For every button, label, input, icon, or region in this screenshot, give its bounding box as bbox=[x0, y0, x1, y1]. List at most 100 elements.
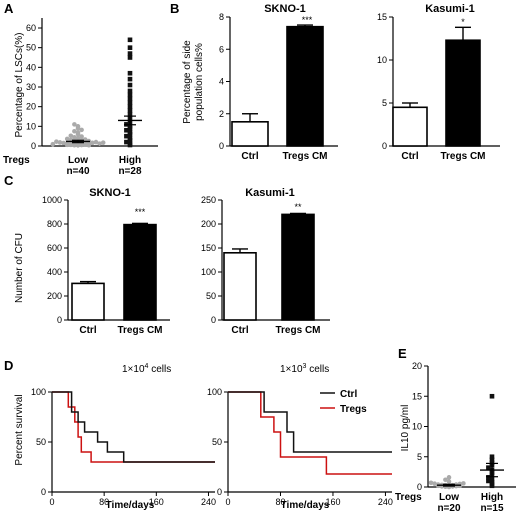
panel-e-point-0-14 bbox=[432, 481, 437, 486]
panel-a-row-label: Tregs bbox=[3, 155, 30, 166]
panel-b-chart1-bar-1 bbox=[286, 25, 324, 147]
panel-a-point-1-4 bbox=[127, 135, 133, 141]
panel-d-chart2-note: 1×103 cells bbox=[280, 363, 329, 375]
panel-c-chart1-title: SKNO-1 bbox=[89, 187, 131, 199]
panel-a-point-0-32 bbox=[75, 124, 81, 129]
panel-c-chart2-sig: ** bbox=[294, 202, 302, 212]
panel-a-scatter: Percentage of LSCs(%) 0 10 20 30 40 50 60 Treg… bbox=[3, 18, 158, 177]
panel-d-chart1-ytick-label-0: 0 bbox=[41, 487, 46, 497]
panel-a-point-0-22 bbox=[64, 136, 70, 142]
panel-a-ytick-label-6: 60 bbox=[26, 23, 36, 33]
panel-b-chart2-ytick-label-2: 10 bbox=[377, 55, 387, 65]
panel-a-point-0-29 bbox=[72, 128, 77, 134]
panel-e-group-high-label: High bbox=[481, 492, 503, 503]
panel-b-chart1-ytick-label-1: 2 bbox=[219, 109, 224, 119]
panel-e-row-label: Tregs bbox=[395, 492, 422, 503]
panel-e-point-1-3 bbox=[486, 478, 491, 484]
panel-b-chart2-sig: * bbox=[461, 17, 465, 27]
panel-d-chart2-ytick-label-1: 50 bbox=[212, 437, 222, 447]
panel-e-point-1-14 bbox=[489, 393, 495, 399]
panel-a-ytick-label-0: 0 bbox=[31, 141, 36, 151]
panel-a-ytick-label-3: 30 bbox=[26, 82, 36, 92]
panel-d-chart1-ytick-label-1: 50 bbox=[36, 437, 46, 447]
panel-a-point-0-35 bbox=[50, 141, 56, 147]
panel-b-chart2-ytick-label-3: 15 bbox=[377, 12, 387, 22]
panel-a-point-0-14 bbox=[57, 140, 63, 145]
panel-letter-e: E bbox=[398, 346, 407, 361]
panel-a-point-1-18 bbox=[127, 96, 133, 102]
panel-a-point-1-7 bbox=[127, 129, 133, 135]
panel-letter-c: C bbox=[4, 173, 14, 188]
panel-c-chart1-ytick-label-4: 800 bbox=[47, 219, 62, 229]
panel-c-chart2-ytick-label-2: 100 bbox=[201, 267, 216, 277]
panel-b-chart1-ytick-label-2: 4 bbox=[219, 77, 224, 87]
panel-e-point-1-13 bbox=[489, 454, 495, 460]
panel-a-point-1-24 bbox=[127, 55, 133, 60]
panel-b-chart1-title: SKNO-1 bbox=[264, 3, 306, 15]
panel-b-chart2-ytick-label-0: 0 bbox=[382, 141, 387, 151]
panel-a-point-0-9 bbox=[82, 141, 88, 146]
panel-e-point-0-16 bbox=[428, 480, 434, 486]
panel-d-ylabel: Percent survival bbox=[14, 394, 25, 465]
panel-b-chart2-bar-0 bbox=[392, 106, 428, 147]
panel-d-chart2-ytick-label-2: 100 bbox=[207, 387, 222, 397]
panel-a-point-0-21 bbox=[82, 137, 88, 142]
panel-b-bars: Percentage of side population cells% SKN… bbox=[182, 3, 500, 162]
panel-d-chart1-xtick-label-3: 240 bbox=[201, 497, 216, 507]
panel-a-point-0-15 bbox=[93, 139, 99, 145]
panel-c-chart1-cat-tregs: Tregs CM bbox=[117, 325, 162, 336]
panel-d-chart2-xtick-label-2: 160 bbox=[325, 497, 340, 507]
panel-e-ytick-label-2: 10 bbox=[412, 422, 422, 432]
panel-e-point-1-12 bbox=[489, 457, 495, 463]
panel-b-chart2-cat-ctrl: Ctrl bbox=[401, 151, 418, 162]
panel-a-point-0-13 bbox=[90, 140, 95, 146]
panel-b-ylabel-line2: population cells% bbox=[194, 43, 205, 121]
panel-e-point-0-15 bbox=[461, 481, 466, 486]
panel-b-chart1-sig: *** bbox=[302, 15, 313, 25]
panel-a-point-0-16 bbox=[54, 139, 59, 144]
panel-d-chart1-note-unit: cells bbox=[148, 364, 171, 375]
panel-e-group-low-n: n=20 bbox=[437, 503, 461, 514]
panel-d-chart1-note-exp: 4 bbox=[145, 363, 149, 370]
panel-e-point-1-9 bbox=[486, 465, 491, 470]
panel-letter-b: B bbox=[170, 1, 179, 16]
panel-a-point-1-1 bbox=[127, 141, 133, 146]
panel-a-point-1-21 bbox=[127, 82, 133, 88]
panel-a-point-0-12 bbox=[61, 140, 66, 146]
panel-b-chart1-cat-tregs: Tregs CM bbox=[282, 151, 327, 162]
panel-letter-d: D bbox=[4, 358, 13, 373]
panel-e-group-low-label: Low bbox=[439, 492, 459, 503]
panel-a-point-1-22 bbox=[127, 76, 133, 82]
panel-c-chart1-ytick-label-5: 1000 bbox=[42, 195, 62, 205]
panel-a-point-1-16 bbox=[127, 104, 133, 109]
panel-a-point-0-39 bbox=[86, 142, 92, 148]
panel-c-chart2-title: Kasumi-1 bbox=[245, 187, 295, 199]
panel-c-chart1-ytick-label-2: 400 bbox=[47, 267, 62, 277]
panel-a-point-0-23 bbox=[75, 135, 81, 141]
panel-a-point-1-2 bbox=[124, 139, 129, 145]
panel-a-point-0-30 bbox=[79, 127, 84, 133]
panel-c-chart2-ytick-label-5: 250 bbox=[201, 195, 216, 205]
panel-e-ytick-label-1: 5 bbox=[417, 452, 422, 462]
panel-a-point-1-17 bbox=[127, 100, 133, 106]
panel-a-point-1-10 bbox=[127, 124, 133, 129]
panel-c-chart1-bar-1 bbox=[123, 223, 157, 321]
panel-d-chart2-xtick-label-0: 0 bbox=[225, 497, 230, 507]
panel-a-point-0-24 bbox=[72, 135, 77, 140]
panel-b-chart1-cat-ctrl: Ctrl bbox=[241, 151, 258, 162]
panel-a-point-1-8 bbox=[124, 127, 129, 133]
panel-d-chart1-note: 1×104 cells bbox=[122, 363, 171, 375]
panel-e-point-0-17 bbox=[446, 479, 452, 484]
panel-c-chart2-ytick-label-4: 200 bbox=[201, 219, 216, 229]
panel-d-chart2-note-unit: cells bbox=[306, 364, 329, 375]
panel-a-point-1-14 bbox=[127, 112, 133, 117]
panel-a-point-0-33 bbox=[72, 122, 77, 127]
panel-e-point-1-2 bbox=[489, 479, 495, 485]
panel-d-chart1-note-base: 1×10 bbox=[122, 364, 145, 375]
panel-c-chart1-bar-0 bbox=[71, 282, 105, 321]
panel-c-chart2-ytick-label-0: 0 bbox=[211, 315, 216, 325]
panel-d-chart2-xtick-label-3: 240 bbox=[378, 497, 393, 507]
panel-c-bars: Number of CFU SKNO-1 Kasumi-1 Ctrl Tregs… bbox=[14, 187, 330, 336]
panel-b-chart2-title: Kasumi-1 bbox=[425, 3, 475, 15]
